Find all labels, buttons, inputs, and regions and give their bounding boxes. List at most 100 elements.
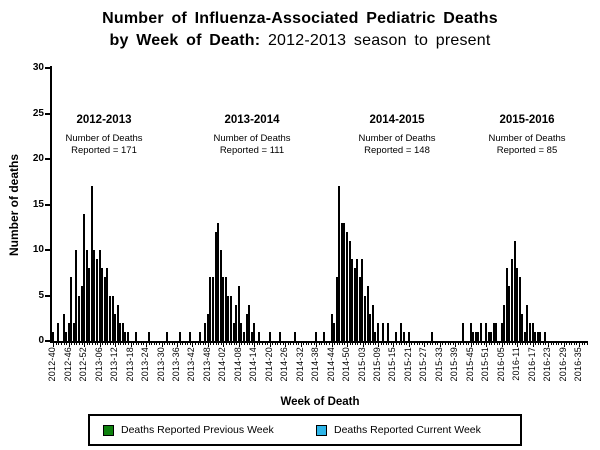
x-tick bbox=[277, 343, 279, 345]
bar-2014-12 bbox=[248, 304, 251, 341]
x-tick bbox=[76, 343, 78, 345]
x-tick-label-2014-32: 2014-32 bbox=[294, 347, 305, 382]
bar-2015-18 bbox=[400, 322, 403, 341]
x-axis-ticks bbox=[52, 343, 588, 349]
x-tick bbox=[478, 343, 480, 345]
x-tick bbox=[527, 343, 529, 345]
bar-2012-45 bbox=[65, 331, 68, 341]
bar-2015-45 bbox=[469, 322, 472, 341]
x-tick bbox=[176, 343, 178, 347]
x-tick bbox=[341, 343, 343, 345]
x-tick bbox=[388, 343, 390, 345]
x-tick bbox=[519, 343, 521, 345]
x-tick bbox=[331, 343, 333, 347]
x-tick bbox=[365, 343, 367, 345]
x-tick bbox=[254, 343, 256, 347]
bar-2014-06 bbox=[232, 322, 235, 341]
x-tick bbox=[568, 343, 570, 345]
bar-2016-08 bbox=[508, 286, 511, 341]
bar-2016-09 bbox=[510, 259, 513, 341]
x-tick-label-2016-05: 2016-05 bbox=[495, 347, 506, 382]
bar-2014-38 bbox=[315, 331, 318, 341]
x-tick bbox=[303, 343, 305, 345]
chart-title: Number of Influenza-Associated Pediatric… bbox=[0, 8, 600, 52]
x-tick bbox=[68, 343, 70, 347]
x-tick bbox=[442, 343, 444, 345]
y-tick-label-10: 10 bbox=[32, 244, 44, 255]
x-tick-label-2016-17: 2016-17 bbox=[526, 347, 537, 382]
bar-2014-07 bbox=[235, 304, 238, 341]
x-tick bbox=[447, 343, 449, 345]
x-tick-label-2016-35: 2016-35 bbox=[572, 347, 583, 382]
x-tick bbox=[207, 343, 209, 347]
bar-2013-03 bbox=[90, 186, 93, 341]
season-name: 2012-2013 bbox=[76, 114, 132, 126]
x-tick bbox=[148, 343, 150, 345]
bar-2015-08 bbox=[374, 331, 377, 341]
season-note: Number of Deaths Reported = 148 bbox=[358, 133, 436, 156]
x-tick bbox=[496, 343, 498, 345]
x-tick bbox=[89, 343, 91, 345]
x-tick bbox=[323, 343, 325, 345]
bar-2016-10 bbox=[513, 240, 516, 341]
x-tick-label-2016-11: 2016-11 bbox=[511, 347, 522, 381]
x-tick bbox=[509, 343, 511, 345]
bar-2014-14 bbox=[253, 322, 256, 341]
season-name: 2013-2014 bbox=[224, 114, 280, 126]
x-tick bbox=[292, 343, 294, 345]
bar-2013-41 bbox=[188, 331, 191, 341]
x-tick bbox=[491, 343, 493, 345]
x-tick bbox=[249, 343, 251, 345]
x-tick bbox=[195, 343, 197, 345]
x-tick bbox=[450, 343, 452, 345]
x-tick bbox=[460, 343, 462, 345]
x-tick bbox=[488, 343, 490, 345]
y-axis-line bbox=[50, 66, 52, 343]
x-tick bbox=[553, 343, 555, 345]
x-tick bbox=[408, 343, 410, 347]
x-tick bbox=[504, 343, 506, 345]
x-tick bbox=[432, 343, 434, 345]
bar-2014-41 bbox=[322, 331, 325, 341]
x-tick bbox=[581, 343, 583, 345]
chart-title-line1: Number of Influenza-Associated Pediatric… bbox=[102, 10, 498, 27]
bar-2012-49 bbox=[75, 250, 78, 341]
bar-2014-04 bbox=[227, 295, 230, 341]
x-tick-label-2012-40: 2012-40 bbox=[47, 347, 58, 382]
x-tick bbox=[66, 343, 68, 345]
x-tick bbox=[225, 343, 227, 345]
x-tick-label-2014-08: 2014-08 bbox=[232, 347, 243, 382]
bar-2015-42 bbox=[461, 322, 464, 341]
y-tick-label-25: 25 bbox=[32, 107, 44, 119]
x-tick bbox=[537, 343, 539, 345]
y-tick bbox=[45, 112, 50, 115]
x-tick-label-2014-38: 2014-38 bbox=[310, 347, 321, 382]
bar-2015-05 bbox=[366, 286, 369, 341]
x-tick bbox=[411, 343, 413, 345]
bar-2016-19 bbox=[536, 331, 539, 341]
x-tick bbox=[91, 343, 93, 345]
x-tick bbox=[55, 343, 57, 345]
bar-2014-11 bbox=[245, 313, 248, 341]
x-tick bbox=[236, 343, 238, 345]
x-tick bbox=[280, 343, 282, 345]
x-tick bbox=[146, 343, 148, 347]
x-tick bbox=[120, 343, 122, 345]
bar-2013-01 bbox=[85, 250, 88, 341]
bar-2016-12 bbox=[518, 277, 521, 341]
x-tick bbox=[511, 343, 513, 345]
x-tick bbox=[184, 343, 186, 345]
x-tick-label-2015-33: 2015-33 bbox=[433, 347, 444, 382]
x-tick bbox=[73, 343, 75, 345]
x-tick bbox=[267, 343, 269, 345]
x-tick-label-2014-44: 2014-44 bbox=[325, 347, 336, 382]
bar-2012-46 bbox=[67, 322, 70, 341]
y-tick bbox=[45, 249, 50, 251]
x-tick-label-2013-18: 2013-18 bbox=[124, 347, 135, 382]
x-tick bbox=[125, 343, 127, 345]
x-tick bbox=[530, 343, 532, 345]
bar-2014-13 bbox=[250, 331, 253, 341]
x-tick bbox=[426, 343, 428, 345]
y-tick bbox=[45, 294, 50, 297]
x-tick-label-2013-48: 2013-48 bbox=[201, 347, 212, 382]
